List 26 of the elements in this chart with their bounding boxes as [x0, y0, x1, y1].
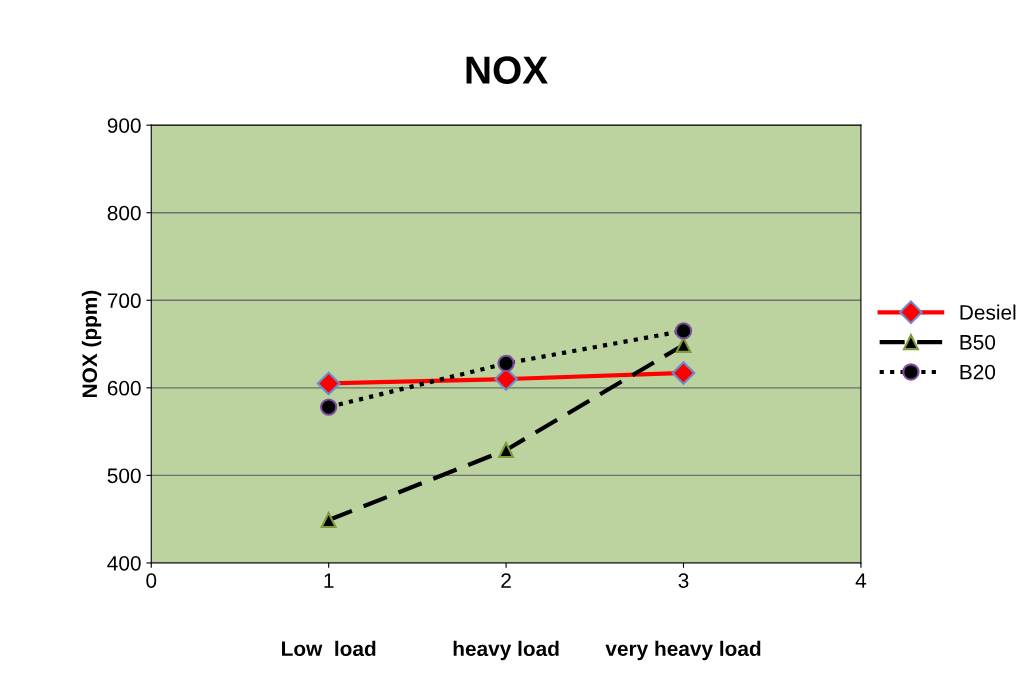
- y-tick-label: 600: [107, 380, 141, 396]
- point: [497, 354, 515, 372]
- point: [498, 442, 515, 458]
- point: [316, 371, 341, 396]
- point: [320, 512, 337, 529]
- text: Low load: [282, 640, 376, 657]
- y-axis-title: NOX (ppm): [81, 290, 102, 398]
- point: [319, 398, 338, 416]
- y-tick-label: 800: [107, 205, 141, 221]
- y-tick-label: 700: [107, 293, 141, 309]
- x-tick-label: 2: [501, 573, 511, 588]
- y-tick-label: 400: [107, 555, 141, 571]
- legend-label: Desiel: [960, 304, 1016, 320]
- x-tick-label: 4: [855, 573, 867, 588]
- x-tick-label: 1: [324, 573, 334, 588]
- y-tick-label: 900: [107, 118, 141, 133]
- y-tick-label: 500: [107, 468, 141, 484]
- chart-title: NOX: [466, 56, 548, 84]
- point: [674, 322, 693, 340]
- text: heavy load: [453, 640, 559, 661]
- legend-label: B50: [960, 334, 996, 350]
- text: very heavy load: [605, 640, 761, 661]
- legend-label: B20: [960, 364, 996, 380]
- x-tick-label: 0: [146, 573, 157, 588]
- x-tick-label: 3: [678, 573, 689, 588]
- point: [671, 361, 696, 385]
